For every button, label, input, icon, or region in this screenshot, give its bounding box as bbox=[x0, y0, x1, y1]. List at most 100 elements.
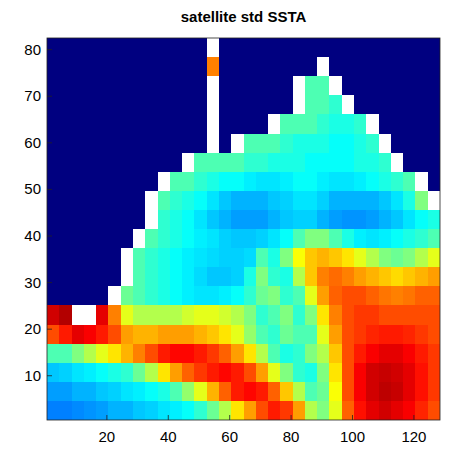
cell bbox=[158, 76, 171, 96]
cell bbox=[84, 401, 97, 420]
y-tick-label: 50 bbox=[24, 180, 41, 197]
cell bbox=[342, 134, 355, 154]
cell bbox=[47, 344, 60, 364]
cell bbox=[329, 325, 342, 345]
cell bbox=[354, 363, 367, 383]
cell bbox=[121, 325, 134, 345]
cell bbox=[84, 172, 97, 192]
cell bbox=[403, 305, 416, 325]
cell bbox=[158, 210, 171, 230]
cell bbox=[207, 267, 220, 287]
cell bbox=[317, 38, 330, 58]
cell bbox=[207, 229, 220, 249]
cell bbox=[121, 305, 134, 325]
cell bbox=[256, 191, 269, 211]
cell bbox=[428, 172, 440, 192]
cell bbox=[47, 286, 60, 306]
cell bbox=[219, 267, 232, 287]
cell bbox=[317, 210, 330, 230]
cell bbox=[293, 95, 306, 115]
cell bbox=[158, 248, 171, 268]
cell bbox=[158, 172, 171, 192]
cell bbox=[391, 267, 404, 287]
cell bbox=[108, 248, 121, 268]
cell bbox=[194, 38, 207, 58]
cell bbox=[354, 286, 367, 306]
cell bbox=[207, 134, 220, 154]
cell bbox=[244, 134, 257, 154]
cell bbox=[170, 344, 183, 364]
cell bbox=[133, 305, 146, 325]
cell bbox=[244, 229, 257, 249]
cell bbox=[170, 38, 183, 58]
cell bbox=[96, 382, 109, 402]
cell bbox=[194, 248, 207, 268]
cell bbox=[72, 153, 85, 173]
cell bbox=[231, 153, 244, 173]
cell bbox=[329, 248, 342, 268]
cell bbox=[158, 57, 171, 77]
cell bbox=[366, 76, 379, 96]
cell bbox=[293, 210, 306, 230]
cell bbox=[47, 95, 60, 115]
cell bbox=[415, 134, 428, 154]
cell bbox=[72, 344, 85, 364]
cell bbox=[342, 344, 355, 364]
cell bbox=[403, 325, 416, 345]
x-tick bbox=[413, 415, 414, 420]
cell bbox=[366, 114, 379, 134]
cell bbox=[354, 95, 367, 115]
cell bbox=[170, 134, 183, 154]
cell bbox=[207, 95, 220, 115]
cell bbox=[170, 286, 183, 306]
cell bbox=[280, 95, 293, 115]
cell bbox=[305, 153, 318, 173]
cell bbox=[170, 229, 183, 249]
cell bbox=[342, 267, 355, 287]
cell bbox=[158, 114, 171, 134]
cell bbox=[293, 267, 306, 287]
cell bbox=[194, 172, 207, 192]
cell bbox=[244, 305, 257, 325]
cell bbox=[231, 38, 244, 58]
cell bbox=[244, 95, 257, 115]
cell bbox=[96, 229, 109, 249]
cell bbox=[403, 248, 416, 268]
cell bbox=[268, 305, 281, 325]
cell bbox=[145, 267, 158, 287]
cell bbox=[403, 134, 416, 154]
cell bbox=[133, 114, 146, 134]
cell bbox=[145, 172, 158, 192]
cell bbox=[219, 401, 232, 420]
cell bbox=[182, 114, 195, 134]
cell bbox=[280, 210, 293, 230]
cell bbox=[244, 76, 257, 96]
cell bbox=[293, 38, 306, 58]
cell bbox=[342, 191, 355, 211]
cell bbox=[379, 325, 392, 345]
cell bbox=[145, 95, 158, 115]
cell bbox=[121, 229, 134, 249]
cell bbox=[428, 76, 440, 96]
cell bbox=[293, 153, 306, 173]
cell bbox=[108, 191, 121, 211]
x-tick-label: 40 bbox=[160, 428, 177, 445]
cell bbox=[72, 210, 85, 230]
cell bbox=[108, 305, 121, 325]
cell bbox=[207, 38, 220, 58]
cell bbox=[391, 286, 404, 306]
cell bbox=[403, 286, 416, 306]
cell bbox=[391, 57, 404, 77]
cell bbox=[428, 191, 440, 211]
cell bbox=[379, 95, 392, 115]
cell bbox=[329, 172, 342, 192]
cell bbox=[158, 363, 171, 383]
cell bbox=[403, 95, 416, 115]
cell bbox=[219, 363, 232, 383]
cell bbox=[268, 325, 281, 345]
cell bbox=[379, 172, 392, 192]
cell bbox=[108, 267, 121, 287]
cell bbox=[256, 95, 269, 115]
y-tick-label: 60 bbox=[24, 134, 41, 151]
cell bbox=[47, 210, 60, 230]
